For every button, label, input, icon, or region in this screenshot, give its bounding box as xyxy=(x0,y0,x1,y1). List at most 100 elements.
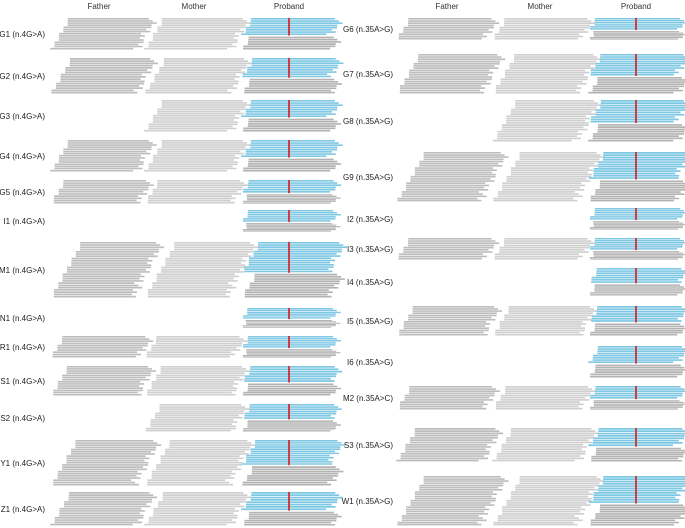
sample-row: I3 (n.35A>G) xyxy=(347,238,685,260)
mother-reads xyxy=(494,238,596,260)
father-reads xyxy=(399,306,502,336)
proband-alt-reads xyxy=(242,58,344,78)
proband-ref-reads xyxy=(590,284,685,296)
proband-ref-reads xyxy=(588,77,685,94)
mother-reads xyxy=(493,152,605,202)
header-mother-right: Mother xyxy=(528,2,553,11)
mother-reads xyxy=(495,306,598,336)
sample-label: I2 (n.35A>G) xyxy=(347,215,393,224)
proband-alt-reads xyxy=(590,208,685,220)
proband-alt-reads xyxy=(241,440,346,465)
proband-ref-reads xyxy=(591,447,685,462)
mother-reads xyxy=(494,18,596,40)
sample-label: S1 (n.4G>A) xyxy=(0,377,45,386)
proband-ref-reads xyxy=(242,223,341,232)
proband-ref-reads xyxy=(242,194,341,204)
mother-reads xyxy=(146,336,248,358)
proband-alt-reads xyxy=(242,336,341,348)
sample-label: S3 (n.35A>G) xyxy=(344,441,393,450)
proband-ref-reads xyxy=(244,273,345,298)
proband-alt-reads xyxy=(590,100,685,123)
proband-alt-reads xyxy=(590,54,685,76)
father-reads xyxy=(399,386,500,410)
sample-label: G8 (n.35A>G) xyxy=(343,117,393,126)
mother-reads xyxy=(493,476,605,526)
proband-alt-reads xyxy=(241,140,343,158)
sample-row: G9 (n.35A>G) xyxy=(343,152,685,202)
sample-row: G4 (n.4G>A) xyxy=(0,140,343,172)
father-reads xyxy=(398,238,500,260)
proband-alt-reads xyxy=(590,238,685,250)
proband-ref-reads xyxy=(590,180,685,202)
sample-label: I4 (n.35A>G) xyxy=(347,278,393,287)
father-reads xyxy=(52,336,154,358)
sample-label: I1 (n.4G>A) xyxy=(3,217,45,226)
mother-reads xyxy=(147,366,250,396)
mother-reads xyxy=(144,140,251,172)
sample-label: I5 (n.35A>G) xyxy=(347,317,393,326)
proband-ref-reads xyxy=(244,511,342,526)
sample-row: I1 (n.4G>A) xyxy=(3,210,341,232)
sample-row: I6 (n.35A>G) xyxy=(347,346,685,378)
proband-ref-reads xyxy=(242,383,341,396)
father-reads xyxy=(53,242,165,298)
father-reads xyxy=(50,18,157,50)
sample-label: R1 (n.4G>A) xyxy=(0,343,45,352)
sample-label: W1 (n.35A>G) xyxy=(342,497,394,506)
sample-row: N1 (n.4G>A) xyxy=(0,308,341,328)
proband-ref-reads xyxy=(589,221,685,230)
proband-ref-reads xyxy=(589,251,685,260)
proband-alt-reads xyxy=(244,366,343,382)
sample-label: G1 (n.4G>A) xyxy=(0,30,45,39)
proband-alt-reads xyxy=(241,18,343,36)
sample-row: I2 (n.35A>G) xyxy=(347,208,685,230)
proband-ref-reads xyxy=(589,31,685,40)
proband-ref-reads xyxy=(242,320,341,328)
sample-row: G1 (n.4G>A) xyxy=(0,18,343,50)
header-father-left: Father xyxy=(87,2,110,11)
sample-row: W1 (n.35A>G) xyxy=(342,476,685,526)
header-father-right: Father xyxy=(435,2,458,11)
proband-ref-reads xyxy=(244,78,342,94)
sample-label: G3 (n.4G>A) xyxy=(0,112,45,121)
sample-row: G7 (n.35A>G) xyxy=(343,54,685,94)
sample-row: Z1 (n.4G>A) xyxy=(1,492,343,526)
proband-alt-reads xyxy=(243,180,342,193)
proband-alt-reads xyxy=(591,268,685,283)
mother-reads xyxy=(492,100,602,142)
proband-ref-reads xyxy=(590,504,685,526)
proband-alt-reads xyxy=(588,476,685,503)
sample-row: M2 (n.35A>C) xyxy=(343,386,685,410)
sample-label: Z1 (n.4G>A) xyxy=(1,505,46,514)
proband-alt-reads xyxy=(590,18,685,30)
proband-alt-reads xyxy=(591,306,685,322)
sample-label: S2 (n.4G>A) xyxy=(0,414,45,423)
mother-reads xyxy=(145,58,252,94)
proband-ref-reads xyxy=(243,118,342,132)
sample-row: S3 (n.35A>G) xyxy=(344,428,685,462)
sample-label: G2 (n.4G>A) xyxy=(0,72,45,81)
proband-alt-reads xyxy=(244,242,348,273)
sample-row: S1 (n.4G>A) xyxy=(0,366,343,396)
sample-label: M1 (n.4G>A) xyxy=(0,266,45,275)
proband-alt-reads xyxy=(588,152,685,179)
sample-row: G8 (n.35A>G) xyxy=(343,100,685,142)
proband-ref-reads xyxy=(242,349,341,358)
sample-label: G7 (n.35A>G) xyxy=(343,70,393,79)
left-panel-rows: G1 (n.4G>A) G2 (n.4G>A) G3 (n.4G>A) G4 (n.4… xyxy=(0,18,348,526)
mother-reads xyxy=(147,242,259,298)
sample-label: I6 (n.35A>G) xyxy=(347,358,393,367)
sample-label: G4 (n.4G>A) xyxy=(0,152,45,161)
proband-alt-reads xyxy=(590,386,685,399)
father-reads xyxy=(399,54,506,94)
mother-reads xyxy=(146,404,250,432)
header-mother-left: Mother xyxy=(182,2,207,11)
proband-ref-reads xyxy=(590,323,685,336)
father-reads xyxy=(51,58,158,94)
sample-label: N1 (n.4G>A) xyxy=(0,314,45,323)
proband-ref-reads xyxy=(243,36,342,50)
sample-row: G3 (n.4G>A) xyxy=(0,100,343,132)
proband-alt-reads xyxy=(241,100,343,118)
mother-reads xyxy=(495,54,602,94)
